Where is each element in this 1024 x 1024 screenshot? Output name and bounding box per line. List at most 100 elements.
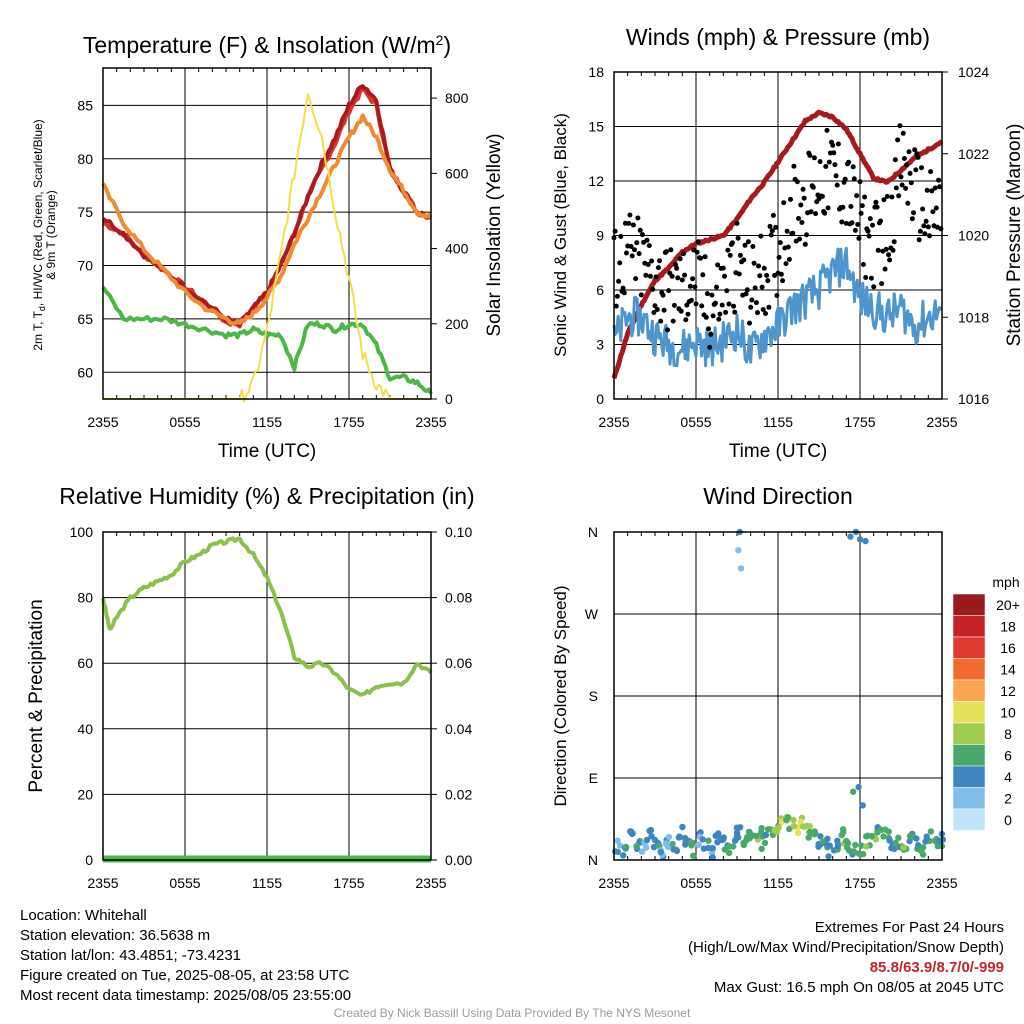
y-tick-label: 60: [77, 364, 93, 380]
gust-point: [867, 216, 873, 222]
legend-label: 18: [1000, 619, 1016, 635]
gust-point: [855, 222, 861, 227]
plot-frame: [102, 531, 432, 861]
direction-point: [844, 840, 852, 847]
gust-point: [681, 251, 686, 257]
gust-point: [916, 237, 922, 243]
x-tick-label: 1155: [763, 875, 793, 891]
x-tick-label: 0555: [680, 414, 711, 430]
direction-point: [690, 852, 697, 859]
direction-point: [847, 533, 854, 540]
pressure-line: [611, 109, 944, 379]
gust-point: [936, 177, 942, 183]
gust-point: [794, 179, 800, 185]
gust-point: [826, 159, 832, 165]
direction-point: [733, 824, 741, 831]
y-tick-label: 65: [77, 311, 93, 327]
gust-point: [921, 223, 927, 229]
max-gust: Max Gust: 16.5 mph On 08/05 at 2045 UTC: [713, 979, 1004, 996]
direction-point: [850, 788, 857, 795]
temperature-series-line: [101, 285, 433, 395]
direction-point: [737, 565, 745, 572]
gust-point: [752, 285, 758, 291]
direction-point: [880, 833, 887, 840]
gust-point: [824, 127, 830, 133]
gust-point: [628, 244, 634, 249]
gust-point: [790, 230, 796, 236]
gust-point: [924, 187, 930, 193]
direction-point: [735, 547, 742, 554]
legend-label: 16: [1000, 640, 1016, 656]
gust-point: [688, 297, 694, 303]
gust-point: [823, 164, 829, 169]
gust-point: [898, 174, 904, 180]
gust-point: [635, 215, 641, 221]
gust-point: [870, 222, 875, 228]
extremes-legend: (High/Low/Max Wind/Precipitation/Snow De…: [688, 939, 1004, 956]
legend-label: 2: [1004, 791, 1012, 807]
gust-point: [905, 200, 911, 206]
direction-point: [913, 835, 920, 842]
gust-point: [873, 199, 879, 205]
gust-point: [704, 291, 710, 297]
gust-point: [643, 272, 649, 278]
gust-point: [770, 212, 776, 218]
gust-point: [617, 260, 623, 266]
direction-point: [715, 830, 722, 837]
gust-point: [668, 247, 674, 253]
gust-point: [624, 250, 629, 256]
direction-point: [935, 837, 943, 844]
gust-point: [929, 188, 935, 194]
gust-point: [842, 176, 848, 182]
gust-point: [658, 318, 664, 324]
gust-point: [703, 314, 709, 320]
gust-point: [761, 265, 767, 271]
direction-point: [730, 843, 737, 850]
gust-point: [665, 327, 670, 333]
direction-point: [859, 802, 866, 809]
y-tick-label: 80: [77, 590, 93, 606]
legend-swatch: [952, 701, 986, 724]
direction-point: [643, 844, 650, 851]
gust-point: [802, 241, 808, 247]
gust-point: [901, 156, 907, 161]
direction-point: [852, 841, 859, 849]
gust-point: [650, 286, 656, 292]
x-tick-label: 2355: [926, 875, 957, 891]
wind-direction-ylabel: Direction (Colored By Speed): [551, 585, 570, 806]
direction-point: [705, 837, 712, 844]
direction-point: [766, 826, 774, 833]
direction-point: [614, 837, 621, 844]
direction-point: [646, 827, 653, 835]
gust-point: [654, 307, 660, 312]
direction-point: [882, 826, 889, 833]
direction-point: [855, 783, 862, 791]
temperature-panel: Temperature (F) & Insolation (W/m2) 2m T…: [31, 32, 505, 462]
legend-swatch: [952, 722, 986, 745]
gust-point: [922, 231, 928, 237]
direction-point: [817, 833, 824, 840]
gust-point: [832, 162, 838, 168]
gust-point: [817, 159, 823, 165]
gust-point: [766, 304, 772, 310]
insolation-ylabel: Solar Insolation (Yellow): [484, 133, 505, 336]
gust-point: [764, 272, 770, 278]
y-tick-label: 6: [596, 282, 604, 298]
gust-point: [912, 147, 918, 153]
gust-point: [808, 209, 814, 215]
gust-point: [616, 278, 622, 284]
gust-point: [661, 307, 667, 313]
gust-point: [804, 232, 809, 238]
direction-point: [923, 833, 930, 840]
gust-point: [786, 256, 792, 262]
gust-point: [923, 218, 929, 224]
y-tick-label: N: [588, 852, 598, 868]
gust-point: [928, 169, 934, 175]
x-tick-label: 0555: [169, 875, 200, 891]
direction-point: [669, 840, 676, 848]
gust-point: [660, 292, 666, 298]
gust-point: [767, 223, 773, 229]
direction-point: [797, 818, 804, 826]
gust-point: [726, 301, 732, 307]
y-tick-label: 100: [70, 524, 94, 540]
